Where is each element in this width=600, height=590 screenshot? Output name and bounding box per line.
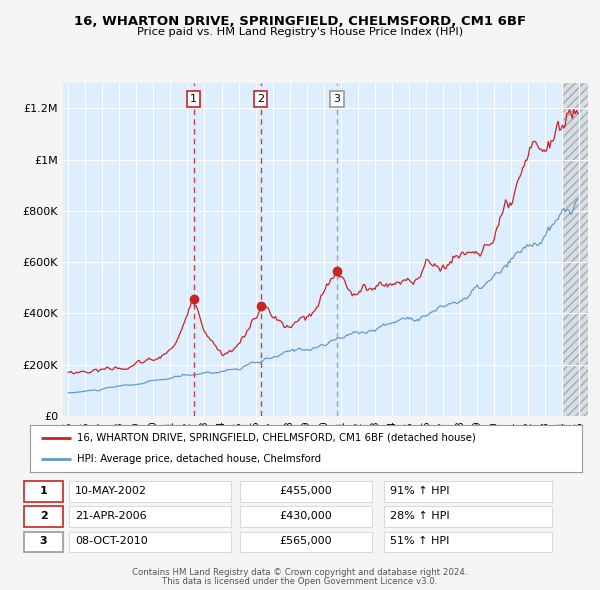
Text: £565,000: £565,000	[280, 536, 332, 546]
Text: £455,000: £455,000	[280, 486, 332, 496]
Text: 1: 1	[190, 94, 197, 104]
Text: HPI: Average price, detached house, Chelmsford: HPI: Average price, detached house, Chel…	[77, 454, 321, 464]
Text: 10-MAY-2002: 10-MAY-2002	[75, 486, 147, 496]
Text: 1: 1	[40, 486, 47, 496]
Text: 2: 2	[40, 511, 47, 521]
Text: 08-OCT-2010: 08-OCT-2010	[75, 536, 148, 546]
Text: This data is licensed under the Open Government Licence v3.0.: This data is licensed under the Open Gov…	[163, 577, 437, 586]
Bar	[562, 57, 600, 416]
Text: £430,000: £430,000	[280, 511, 332, 521]
Text: 3: 3	[334, 94, 340, 104]
Bar	[562, 57, 600, 416]
Text: Contains HM Land Registry data © Crown copyright and database right 2024.: Contains HM Land Registry data © Crown c…	[132, 568, 468, 577]
Text: 3: 3	[40, 536, 47, 546]
Text: 51% ↑ HPI: 51% ↑ HPI	[390, 536, 449, 546]
Text: 16, WHARTON DRIVE, SPRINGFIELD, CHELMSFORD, CM1 6BF (detached house): 16, WHARTON DRIVE, SPRINGFIELD, CHELMSFO…	[77, 432, 476, 442]
Text: 2: 2	[257, 94, 264, 104]
Text: 21-APR-2006: 21-APR-2006	[75, 511, 146, 521]
Text: 28% ↑ HPI: 28% ↑ HPI	[390, 511, 449, 521]
Text: 16, WHARTON DRIVE, SPRINGFIELD, CHELMSFORD, CM1 6BF: 16, WHARTON DRIVE, SPRINGFIELD, CHELMSFO…	[74, 15, 526, 28]
Text: 91% ↑ HPI: 91% ↑ HPI	[390, 486, 449, 496]
Text: Price paid vs. HM Land Registry's House Price Index (HPI): Price paid vs. HM Land Registry's House …	[137, 27, 463, 37]
